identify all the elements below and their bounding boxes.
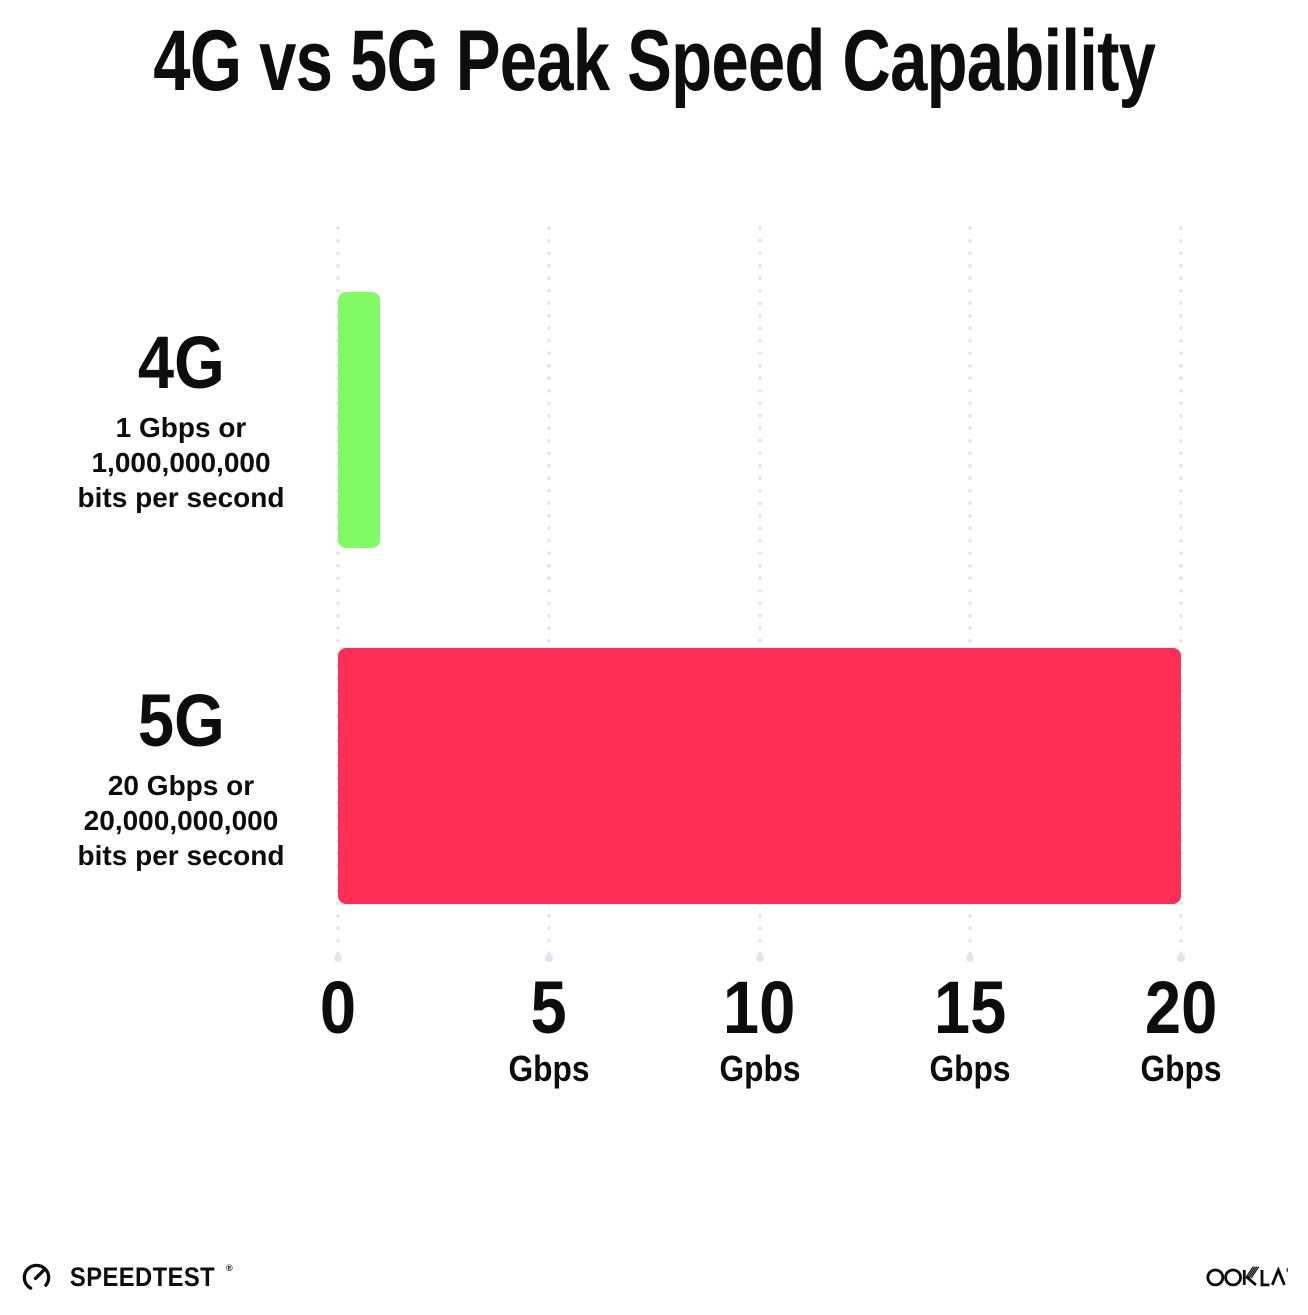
x-tick-0: 0	[317, 966, 358, 1088]
x-tick-5-unit: Gbps	[508, 1048, 590, 1089]
category-label-5g: 5G	[137, 679, 225, 762]
row-label-5g: 5G 20 Gbps or 20,000,000,000 bits per se…	[36, 684, 326, 873]
gridline-5	[544, 222, 553, 962]
x-tick-5: 5 Gbps	[503, 966, 595, 1089]
gridline-20	[1177, 222, 1185, 962]
x-tick-5-value: 5	[530, 966, 567, 1049]
category-desc-4g-line-3: bits per second	[77, 482, 285, 513]
x-tick-20-value: 20	[1144, 966, 1218, 1049]
x-tick-10: 10 Gpbs	[713, 966, 805, 1089]
bar-4g	[338, 292, 381, 548]
x-tick-10-unit: Gpbs	[719, 1048, 800, 1089]
ookla-logo	[1206, 1263, 1290, 1290]
bar-5g	[338, 648, 1181, 904]
category-desc-5g-line-1: 20 Gbps or	[107, 770, 255, 801]
category-desc-5g-line-3: bits per second	[77, 840, 285, 871]
gauge-needle	[33, 1268, 46, 1281]
speedtest-wordmark: SPEEDTEST ®	[69, 1261, 234, 1292]
x-tick-15-unit: Gbps	[929, 1048, 1011, 1089]
category-desc-4g-line-1: 1 Gbps or	[115, 412, 247, 443]
gridline-10	[755, 222, 764, 962]
x-tick-20-unit: Gbps	[1140, 1048, 1222, 1089]
x-tick-10-value: 10	[723, 966, 796, 1049]
x-tick-0-value: 0	[319, 966, 357, 1049]
ookla-wordmark-icon	[1206, 1266, 1288, 1287]
category-desc-5g-line-2: 20,000,000,000	[83, 805, 279, 836]
x-axis: 0 5 Gbps 10 Gpbs 15 Gbps 20 Gbps	[320, 966, 1222, 1102]
plot-area	[334, 222, 1185, 962]
speedtest-logo: SPEEDTEST ®	[20, 1260, 234, 1293]
page-title: 4G vs 5G Peak Speed Capability	[0, 13, 1308, 109]
speedtest-gauge-icon	[22, 1263, 51, 1292]
gridline-0	[334, 222, 342, 962]
x-tick-20: 20 Gbps	[1135, 966, 1227, 1089]
x-tick-15-value: 15	[934, 966, 1007, 1049]
category-desc-4g-line-2: 1,000,000,000	[91, 447, 271, 478]
page-title-text: 4G vs 5G Peak Speed Capability	[153, 13, 1156, 109]
footer: SPEEDTEST ®	[20, 1260, 1290, 1293]
category-label-4g: 4G	[137, 321, 225, 404]
gridline-15	[966, 222, 975, 962]
x-tick-15: 15 Gbps	[924, 966, 1016, 1089]
speedtest-trademark: ®	[226, 1262, 234, 1273]
row-label-4g: 4G 1 Gbps or 1,000,000,000 bits per seco…	[36, 326, 326, 515]
